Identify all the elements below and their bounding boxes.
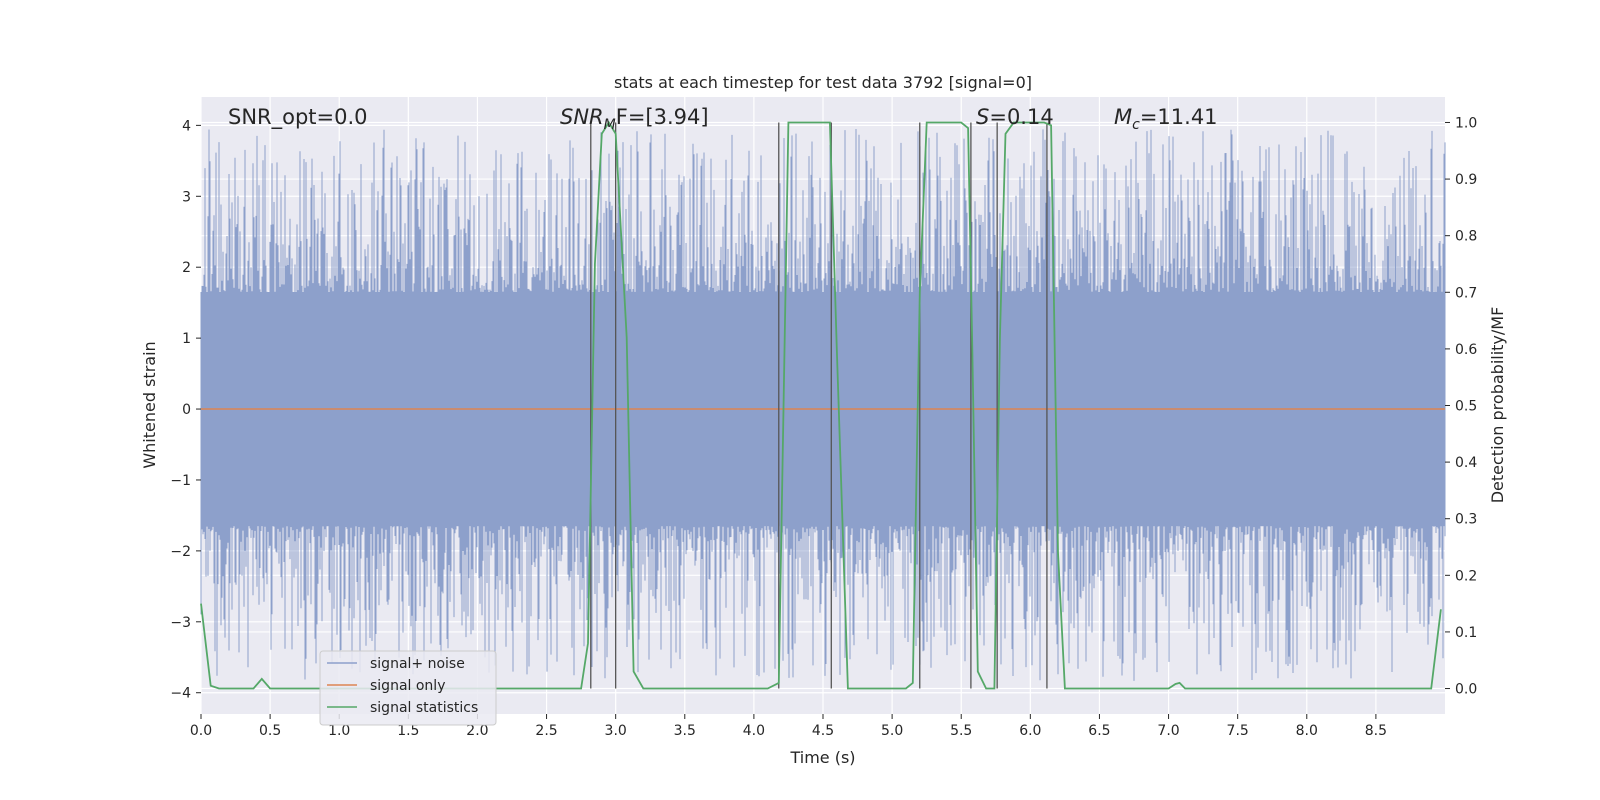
y-axis-right: 1.0 0.9 0.8 0.7 0.6 0.5 0.4 0.3 0.2 0.1 0.0 xyxy=(1445,115,1477,698)
annotation-snr-opt: SNR_opt=0.0 xyxy=(228,105,368,130)
x-tick-label: 3.5 xyxy=(674,723,696,739)
y2-tick-label: 1.0 xyxy=(1455,115,1477,131)
x-tick-label: 1.0 xyxy=(328,723,350,739)
legend-label-signal: signal only xyxy=(370,678,445,694)
x-tick-label: 6.5 xyxy=(1088,723,1110,739)
y-tick-label: −4 xyxy=(170,686,191,702)
legend-label-noise: signal+ noise xyxy=(370,656,465,672)
y-tick-label: 4 xyxy=(182,118,191,134)
x-tick-label: 8.0 xyxy=(1296,723,1318,739)
annotation-snr-mf: SNRMF=[3.94] xyxy=(560,105,709,133)
x-tick-label: 4.0 xyxy=(743,723,765,739)
legend-box xyxy=(319,650,497,726)
x-axis: 0.0 0.5 1.0 1.5 2.0 2.5 3.0 3.5 4.0 4.5 5.0 5.5 6.0 6… xyxy=(190,714,1387,739)
annotation-snr-mf-base: SNR xyxy=(560,105,604,129)
y-tick-label: −3 xyxy=(170,615,191,631)
x-tick-label: 8.5 xyxy=(1365,723,1387,739)
y-tick-label: −1 xyxy=(170,473,191,489)
x-tick-label: 6.0 xyxy=(1019,723,1041,739)
y2-tick-label: 0.3 xyxy=(1455,512,1477,528)
x-tick-label: 7.5 xyxy=(1227,723,1249,739)
y2-tick-label: 0.6 xyxy=(1455,342,1477,358)
annotation-snr-mf-sub: M xyxy=(604,117,616,133)
x-tick-label: 7.0 xyxy=(1157,723,1179,739)
legend-label-stats: signal statistics xyxy=(370,700,478,716)
y2-tick-label: 0.9 xyxy=(1455,172,1477,188)
annotation-mc-var: M xyxy=(1114,105,1132,129)
x-axis-title: Time (s) xyxy=(789,748,855,767)
legend: signal+ noise signal only signal statist… xyxy=(319,650,497,726)
annotation-mc: Mc=11.41 xyxy=(1114,105,1218,133)
y-tick-label: 3 xyxy=(182,189,191,205)
y2-tick-label: 0.4 xyxy=(1455,455,1477,471)
annotation-mc-sub: c xyxy=(1132,117,1140,133)
y2-tick-label: 0.7 xyxy=(1455,285,1477,301)
y2-tick-label: 0.5 xyxy=(1455,399,1477,415)
annotation-s-var: S xyxy=(976,105,989,129)
y-axis-title: Whitened strain xyxy=(140,341,159,468)
x-tick-label: 5.5 xyxy=(950,723,972,739)
transition-markers xyxy=(590,122,1048,689)
annotation-snr-mf-rest: F=[3.94] xyxy=(616,105,709,129)
y2-tick-label: 0.2 xyxy=(1455,568,1477,584)
x-tick-label: 5.0 xyxy=(881,723,903,739)
x-tick-label: 4.5 xyxy=(812,723,834,739)
y2-tick-label: 0.1 xyxy=(1455,625,1477,641)
annotation-mc-rest: =11.41 xyxy=(1140,105,1218,129)
x-tick-label: 0.0 xyxy=(190,723,212,739)
y-tick-label: −2 xyxy=(170,544,191,560)
chart-title: stats at each timestep for test data 379… xyxy=(614,73,1032,92)
y2-axis-title: Detection probability/MF xyxy=(1488,307,1507,504)
y2-tick-label: 0.0 xyxy=(1455,682,1477,698)
x-tick-label: 2.5 xyxy=(535,723,557,739)
x-tick-label: 3.0 xyxy=(605,723,627,739)
y-tick-label: 1 xyxy=(182,331,191,347)
x-tick-label: 0.5 xyxy=(259,723,281,739)
x-tick-label: 2.0 xyxy=(466,723,488,739)
annotation-s-rest: =0.14 xyxy=(989,105,1053,129)
y2-tick-label: 0.8 xyxy=(1455,229,1477,245)
y-axis-left: 4 3 2 1 0 −1 −2 −3 −4 xyxy=(170,118,201,702)
y-tick-label: 2 xyxy=(182,260,191,276)
x-tick-label: 1.5 xyxy=(397,723,419,739)
annotation-s: S=0.14 xyxy=(976,105,1054,129)
y-tick-label: 0 xyxy=(182,402,191,418)
